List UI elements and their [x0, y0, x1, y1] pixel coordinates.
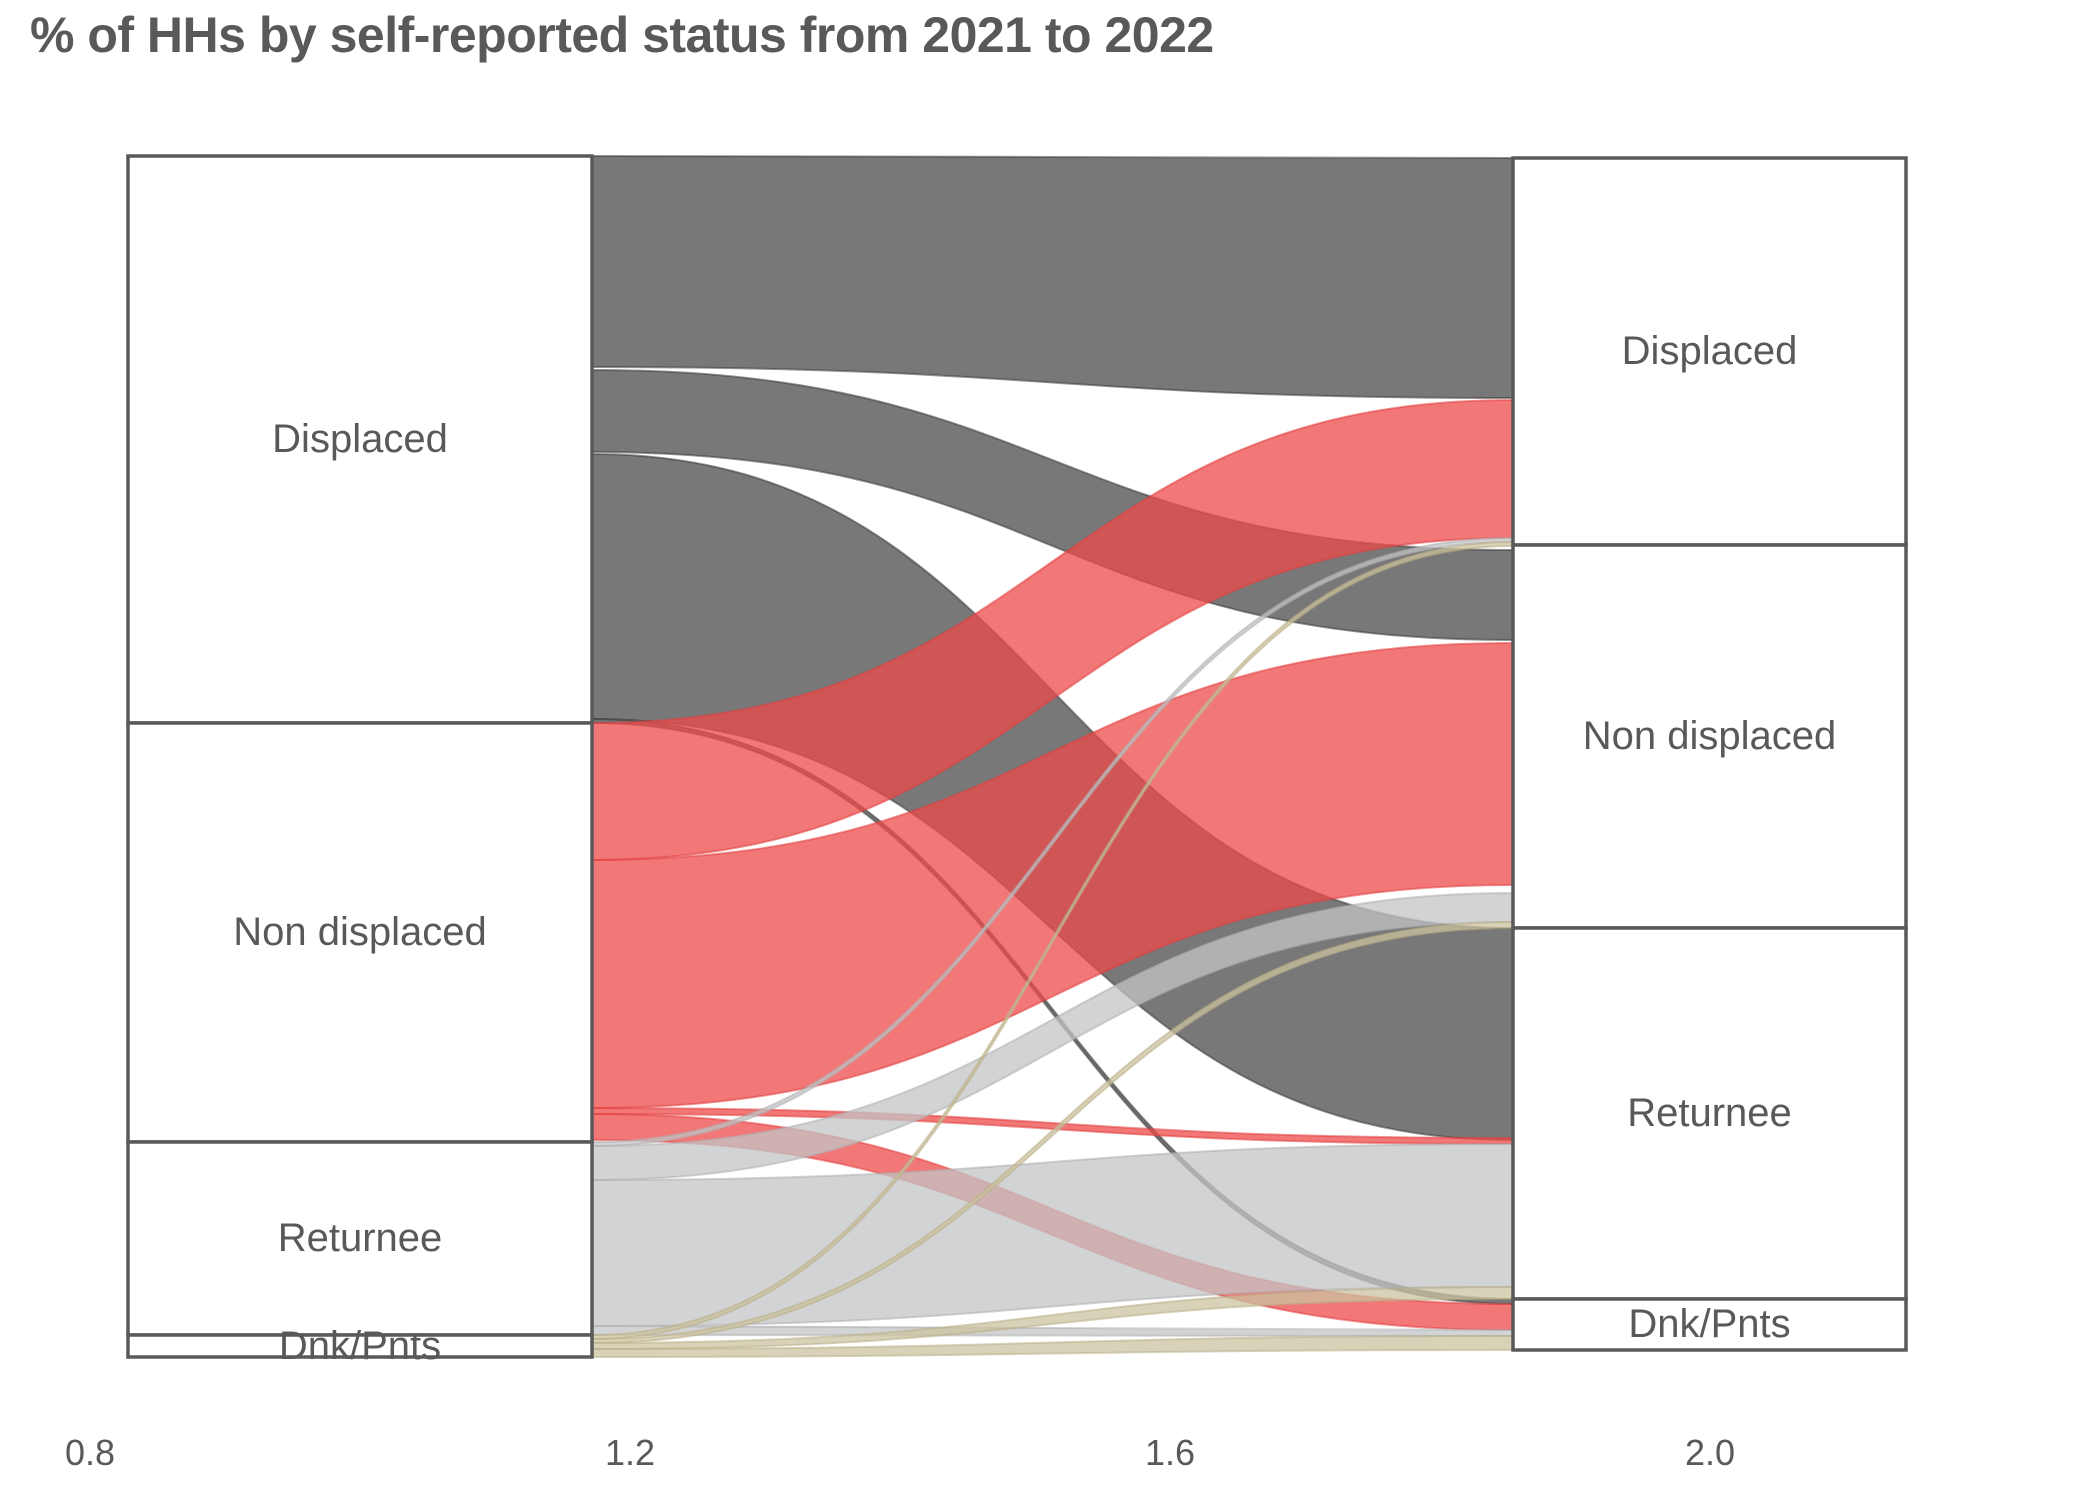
node-2022-returnee — [1511, 926, 1908, 1301]
x-tick-1-2: 1.2 — [604, 1432, 656, 1473]
node-2022-non_displaced — [1511, 543, 1908, 930]
x-tick-0-8: 0.8 — [64, 1432, 116, 1473]
x-tick-2-0: 2.0 — [1684, 1432, 1736, 1473]
node-2021-non_displaced — [126, 721, 594, 1144]
flow-displaced-to-displaced — [591, 154, 1514, 400]
node-2021-displaced — [126, 154, 594, 725]
x-tick-1-6: 1.6 — [1144, 1432, 1196, 1473]
node-2022-dnk_pnts — [1511, 1297, 1908, 1352]
chart-title: % of HHs by self-reported status from 20… — [30, 7, 1214, 63]
node-2021-returnee — [126, 1140, 594, 1337]
node-2021-dnk_pnts — [126, 1333, 594, 1359]
node-2022-displaced — [1511, 156, 1908, 547]
